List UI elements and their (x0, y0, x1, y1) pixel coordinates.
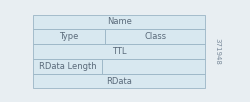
Text: RData: RData (106, 76, 132, 86)
Text: Name: Name (106, 17, 131, 27)
Bar (33, 59, 102, 74)
Bar (33, 74, 205, 88)
Bar (33, 29, 105, 44)
Text: TTL: TTL (112, 47, 126, 56)
Text: Class: Class (144, 32, 166, 41)
Bar (33, 15, 205, 29)
Bar (105, 29, 205, 44)
Text: 371948: 371948 (213, 38, 219, 65)
Bar (102, 59, 205, 74)
Bar (33, 44, 205, 59)
Text: RData Length: RData Length (38, 62, 96, 71)
Text: Type: Type (59, 32, 78, 41)
